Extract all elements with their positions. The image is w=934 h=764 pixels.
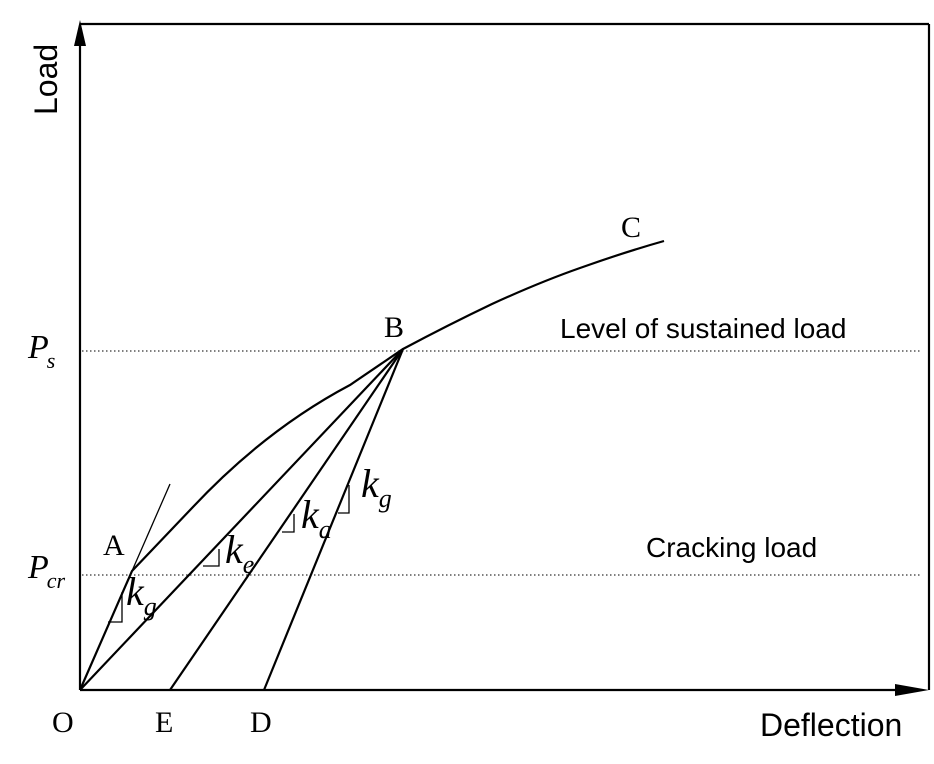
- initial-tangent-line: [131, 483, 171, 572]
- sustained-load-label: Level of sustained load: [560, 313, 846, 344]
- point-c-label: C: [621, 211, 641, 244]
- secant-line-ke: [79, 348, 404, 691]
- ps-symbol: Ps: [27, 329, 55, 373]
- load-deflection-curve: [78, 239, 665, 691]
- kg-upper-label: kg: [361, 461, 392, 513]
- cracking-load-label: Cracking load: [646, 532, 817, 563]
- line-d-to-b: [262, 348, 405, 691]
- line-e-to-b: [169, 348, 404, 691]
- x-axis-arrow: [895, 684, 929, 696]
- point-a-label: A: [103, 529, 125, 562]
- pcr-symbol: Pcr: [27, 549, 66, 593]
- ke-label: ke: [225, 527, 254, 579]
- point-d-label: D: [250, 706, 272, 739]
- ka-label: ka: [301, 492, 332, 544]
- slope-triangle-kg-lower: [108, 592, 123, 623]
- point-o-label: O: [52, 706, 74, 739]
- kg-lower-label: kg: [126, 569, 157, 621]
- point-e-label: E: [155, 706, 173, 739]
- x-axis-label: Deflection: [760, 707, 902, 743]
- y-axis-label: Load: [28, 44, 64, 115]
- slope-triangle-kg-upper: [338, 485, 350, 514]
- slope-triangle-ke: [203, 549, 220, 567]
- slope-triangle-ka: [282, 514, 295, 533]
- point-b-label: B: [384, 311, 404, 344]
- y-axis-arrow: [74, 20, 86, 46]
